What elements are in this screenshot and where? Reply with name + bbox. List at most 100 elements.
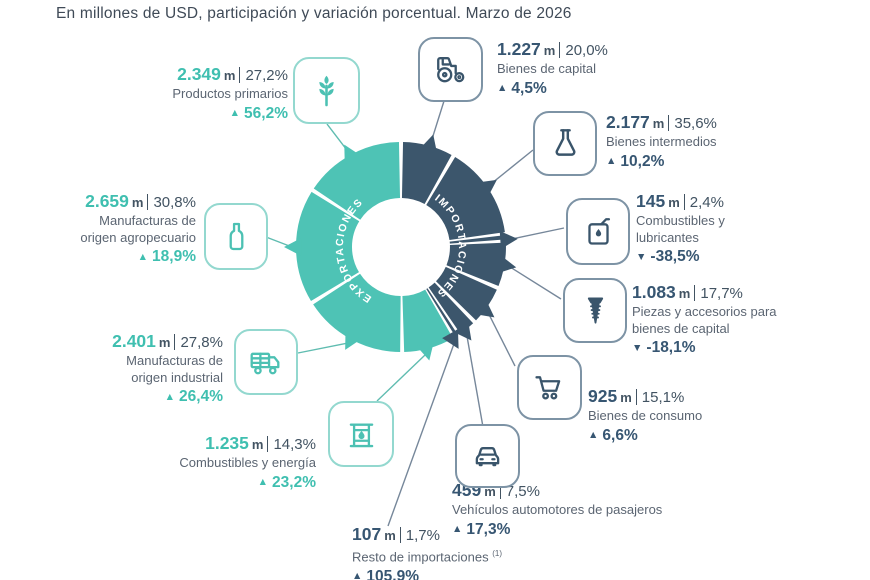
icon-box-combustibles-lubricantes (566, 198, 630, 265)
value: 2.177 (606, 112, 650, 132)
share-pct: 20,0% (565, 42, 608, 59)
callout-bienes-capital: 1.227 m 20,0% Bienes de capital ▲ 4,5% (497, 39, 737, 99)
divider (174, 334, 176, 350)
category-label: Resto de importaciones (1) (352, 549, 502, 565)
change-arrow-icon: ▲ (606, 155, 617, 167)
callout-manufacturas-industrial: 2.401 m 27,8% Manufacturas de origen indust… (32, 331, 223, 408)
spike-energia (416, 341, 434, 361)
share-pct: 7,5% (505, 483, 540, 500)
change-arrow-icon: ▲ (452, 523, 463, 535)
divider (635, 389, 637, 405)
divider (683, 194, 685, 210)
share-pct: 30,8% (153, 194, 196, 211)
category-label: Combustibles y lubricantes (636, 213, 725, 245)
unit: m (158, 335, 171, 350)
unit: m (620, 390, 632, 405)
connector-line-industrial (297, 342, 350, 354)
unit: m (543, 43, 556, 58)
unit: m (223, 68, 236, 83)
segment-resto (426, 288, 459, 337)
segment-spikes (284, 134, 518, 361)
flask-icon (555, 129, 575, 156)
segment-agropecuario (296, 191, 360, 302)
segment-capital (400, 142, 452, 205)
spike-piezas (497, 255, 517, 274)
divider (668, 115, 670, 131)
share-pct: 14,3% (273, 436, 316, 453)
segment-piezas (446, 242, 506, 286)
page-title: En millones de USD, participación y vari… (56, 5, 572, 22)
yoy-change: ▲ 4,5% (497, 79, 547, 97)
connector-line-lubricantes (509, 227, 565, 241)
unit: m (652, 116, 665, 131)
share-pct: 17,7% (700, 285, 743, 302)
icon-box-combustibles-energia (328, 401, 394, 467)
unit: m (678, 286, 691, 301)
divider (239, 67, 241, 83)
connector-line-piezas (507, 265, 562, 300)
footnote-marker: (1) (492, 549, 502, 558)
oil-barrel-icon (349, 423, 373, 447)
yoy-change: ▲ 6,6% (588, 426, 638, 444)
callout-resto-importaciones: 107 m 1,7% Resto de importaciones (1) ▲ 105… (352, 524, 602, 580)
change-arrow-icon: ▲ (137, 250, 149, 263)
connector-line-energia (376, 352, 428, 402)
yoy-change: ▲ 56,2% (229, 104, 288, 122)
change-arrow-icon: ▲ (257, 476, 269, 488)
unit: m (668, 195, 680, 210)
icon-box-bienes-capital (418, 37, 483, 102)
connector-line-vehiculos (465, 333, 484, 428)
share-pct: 1,7% (405, 527, 440, 544)
share-pct: 35,6% (674, 115, 717, 132)
icon-box-productos-primarios (293, 57, 360, 124)
share-pct: 27,2% (245, 67, 288, 84)
value: 107 (352, 524, 382, 544)
change-arrow-icon: ▲ (588, 429, 599, 441)
divider (147, 194, 149, 210)
yoy-change: ▲ 10,2% (606, 152, 665, 170)
segment-industrial (313, 272, 402, 352)
divider (559, 42, 561, 58)
bottle-icon (229, 222, 243, 251)
icon-box-manufacturas-agropecuario (204, 203, 268, 270)
yoy-change: ▼ -38,5% (636, 248, 700, 265)
donut-segments (296, 142, 506, 352)
divider (267, 436, 269, 452)
cart-icon (535, 376, 561, 400)
yoy-change: ▲ 18,9% (137, 248, 196, 265)
icon-box-bienes-consumo (517, 355, 582, 420)
change-arrow-icon: ▲ (352, 570, 363, 580)
spike-lubricantes (499, 231, 518, 250)
value: 1.227 (497, 39, 541, 59)
connector-lines (265, 100, 565, 527)
yoy-change: ▲ 17,3% (452, 520, 511, 538)
category-label: Vehículos automotores de pasajeros (452, 502, 663, 517)
callout-piezas-accesorios: 1.083 m 17,7% Piezas y accesorios para bien… (632, 282, 870, 359)
callout-combustibles-lubricantes: 145 m 2,4% Combustibles y lubricantes ▼ -38,… (636, 191, 851, 268)
callout-productos-primarios: 2.349 m 27,2% Productos primarios ▲ 56,2% (88, 64, 288, 124)
spike-intermedios (477, 179, 497, 198)
category-label: Bienes intermedios (606, 134, 717, 149)
share-pct: 27,8% (180, 334, 223, 351)
segment-consumo (435, 265, 497, 321)
callout-bienes-intermedios: 2.177 m 35,6% Bienes intermedios ▲ 10,2% (606, 112, 846, 172)
truck-icon (250, 352, 279, 374)
divider (694, 285, 696, 301)
connector-line-consumo (487, 312, 516, 367)
share-pct: 15,1% (641, 389, 685, 406)
category-label: Combustibles y energía (179, 455, 316, 470)
connector-line-resto (387, 341, 456, 527)
value: 2.659 (85, 191, 129, 211)
divider (399, 527, 401, 543)
category-label: Piezas y accesorios para bienes de capita… (632, 304, 777, 336)
yoy-change: ▲ 26,4% (164, 388, 223, 405)
callout-manufacturas-agropecuario: 2.659 m 30,8% Manufacturas de origen agrope… (6, 191, 196, 268)
yoy-change: ▲ 23,2% (257, 473, 316, 491)
change-arrow-icon: ▲ (229, 107, 241, 119)
value: 1.235 (205, 433, 249, 453)
category-label: Manufacturas de origen industrial (126, 353, 223, 385)
change-arrow-icon: ▼ (632, 341, 643, 354)
category-label: Bienes de consumo (588, 408, 703, 423)
spike-primarios (344, 144, 361, 165)
